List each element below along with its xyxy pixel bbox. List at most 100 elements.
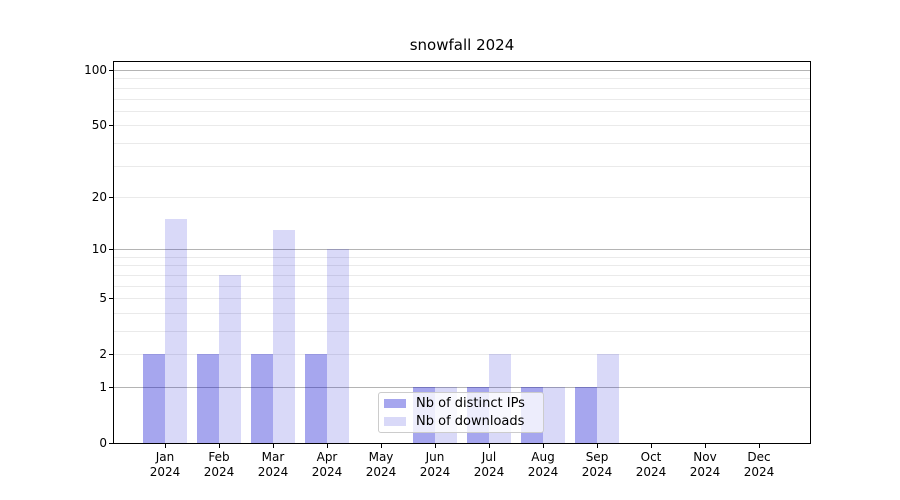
x-tick-label-month: Oct (640, 450, 662, 464)
major-gridline (114, 70, 810, 72)
legend-item-distinct-ips: Nb of distinct IPs (384, 395, 537, 412)
x-tick-label-year: 2024 (365, 465, 397, 479)
x-tick-label: Oct 2024 (624, 450, 678, 480)
x-tick (543, 444, 544, 448)
x-tick-label: Aug 2024 (516, 450, 570, 480)
minor-gridline (114, 330, 810, 332)
minor-gridline (114, 110, 810, 112)
y-tick (109, 386, 113, 388)
x-tick-label-year: 2024 (473, 465, 505, 479)
x-tick-label-year: 2024 (527, 465, 559, 479)
bar-downloads-apr (327, 249, 349, 443)
x-tick-label: Nov 2024 (678, 450, 732, 480)
minor-gridline (114, 165, 810, 167)
y-tick-label: 0 (99, 436, 107, 450)
bar-distinct-ips-feb (197, 354, 219, 443)
x-tick-label: Jan 2024 (138, 450, 192, 480)
y-tick (109, 70, 113, 72)
x-tick-label-year: 2024 (203, 465, 235, 479)
x-tick (705, 444, 706, 448)
major-gridline (114, 386, 810, 388)
bar-distinct-ips-jan (143, 354, 165, 443)
x-tick-label-year: 2024 (419, 465, 451, 479)
y-tick-label: 20 (91, 189, 107, 204)
legend-swatch-distinct-ips (384, 399, 406, 409)
x-tick-label: Dec 2024 (732, 450, 786, 480)
minor-gridline (114, 285, 810, 287)
x-tick-label: Sep 2024 (570, 450, 624, 480)
x-tick-label-month: Apr (316, 450, 338, 464)
x-tick-label-month: Nov (693, 450, 717, 464)
x-tick-label: May 2024 (354, 450, 408, 480)
bar-downloads-jan (165, 218, 187, 443)
legend-label-distinct-ips: Nb of distinct IPs (416, 396, 525, 412)
y-tick-label: 5 (99, 291, 107, 306)
x-tick (597, 444, 598, 448)
bar-distinct-ips-mar (251, 354, 273, 443)
x-tick-label-month: Aug (531, 450, 555, 464)
minor-gridline (114, 142, 810, 144)
minor-gridline (114, 87, 810, 89)
bar-downloads-aug (543, 387, 565, 443)
y-tick-label: 1 (99, 379, 107, 394)
plot-area (113, 61, 811, 444)
x-tick (219, 444, 220, 448)
minor-gridline (114, 265, 810, 267)
y-tick-label: 100 (84, 63, 107, 78)
x-tick-label-year: 2024 (149, 465, 181, 479)
bar-downloads-sep (597, 354, 619, 443)
x-tick-label: Mar 2024 (246, 450, 300, 480)
x-tick (435, 444, 436, 448)
x-tick (273, 444, 274, 448)
x-tick-label-year: 2024 (635, 465, 667, 479)
bar-downloads-feb (219, 274, 241, 443)
x-tick-label: Apr 2024 (300, 450, 354, 480)
minor-gridline (114, 125, 810, 127)
x-tick-label-month: Jan (155, 450, 175, 464)
x-tick (651, 444, 652, 448)
x-tick (489, 444, 490, 448)
y-tick (109, 354, 113, 356)
y-tick (109, 125, 113, 127)
minor-gridline (114, 196, 810, 198)
y-tick (109, 196, 113, 198)
x-tick-label: Jun 2024 (408, 450, 462, 480)
legend-item-downloads: Nb of downloads (384, 413, 537, 430)
bar-downloads-mar (273, 229, 295, 443)
x-tick (165, 444, 166, 448)
x-tick-label-year: 2024 (311, 465, 343, 479)
bar-distinct-ips-apr (305, 354, 327, 443)
y-tick-label: 50 (91, 118, 107, 133)
x-tick-label-month: Sep (585, 450, 609, 464)
major-gridline (114, 249, 810, 251)
x-tick-label-year: 2024 (689, 465, 721, 479)
minor-gridline (114, 78, 810, 80)
x-tick-label-month: Feb (208, 450, 230, 464)
minor-gridline (114, 98, 810, 100)
x-tick-label-month: Jul (481, 450, 497, 464)
y-tick-label: 2 (99, 347, 107, 362)
minor-gridline (114, 256, 810, 258)
y-tick (109, 443, 113, 444)
x-tick-label-year: 2024 (581, 465, 613, 479)
y-tick (109, 298, 113, 300)
x-tick-label-year: 2024 (257, 465, 289, 479)
x-tick (381, 444, 382, 448)
legend: Nb of distinct IPs Nb of downloads (378, 392, 544, 433)
minor-gridline (114, 312, 810, 314)
minor-gridline (114, 274, 810, 276)
x-tick (327, 444, 328, 448)
x-tick-label-month: Dec (747, 450, 771, 464)
legend-swatch-downloads (384, 416, 406, 426)
x-tick (759, 444, 760, 448)
minor-gridline (114, 298, 810, 300)
x-tick-label-month: Mar (261, 450, 285, 464)
x-tick-label-month: Jun (425, 450, 445, 464)
legend-label-downloads: Nb of downloads (416, 413, 525, 429)
bar-distinct-ips-sep (575, 387, 597, 443)
y-tick-label: 10 (91, 242, 107, 257)
chart-title: snowfall 2024 (409, 36, 515, 54)
x-tick-label-year: 2024 (743, 465, 775, 479)
x-tick-label-month: May (368, 450, 394, 464)
x-tick-label: Feb 2024 (192, 450, 246, 480)
